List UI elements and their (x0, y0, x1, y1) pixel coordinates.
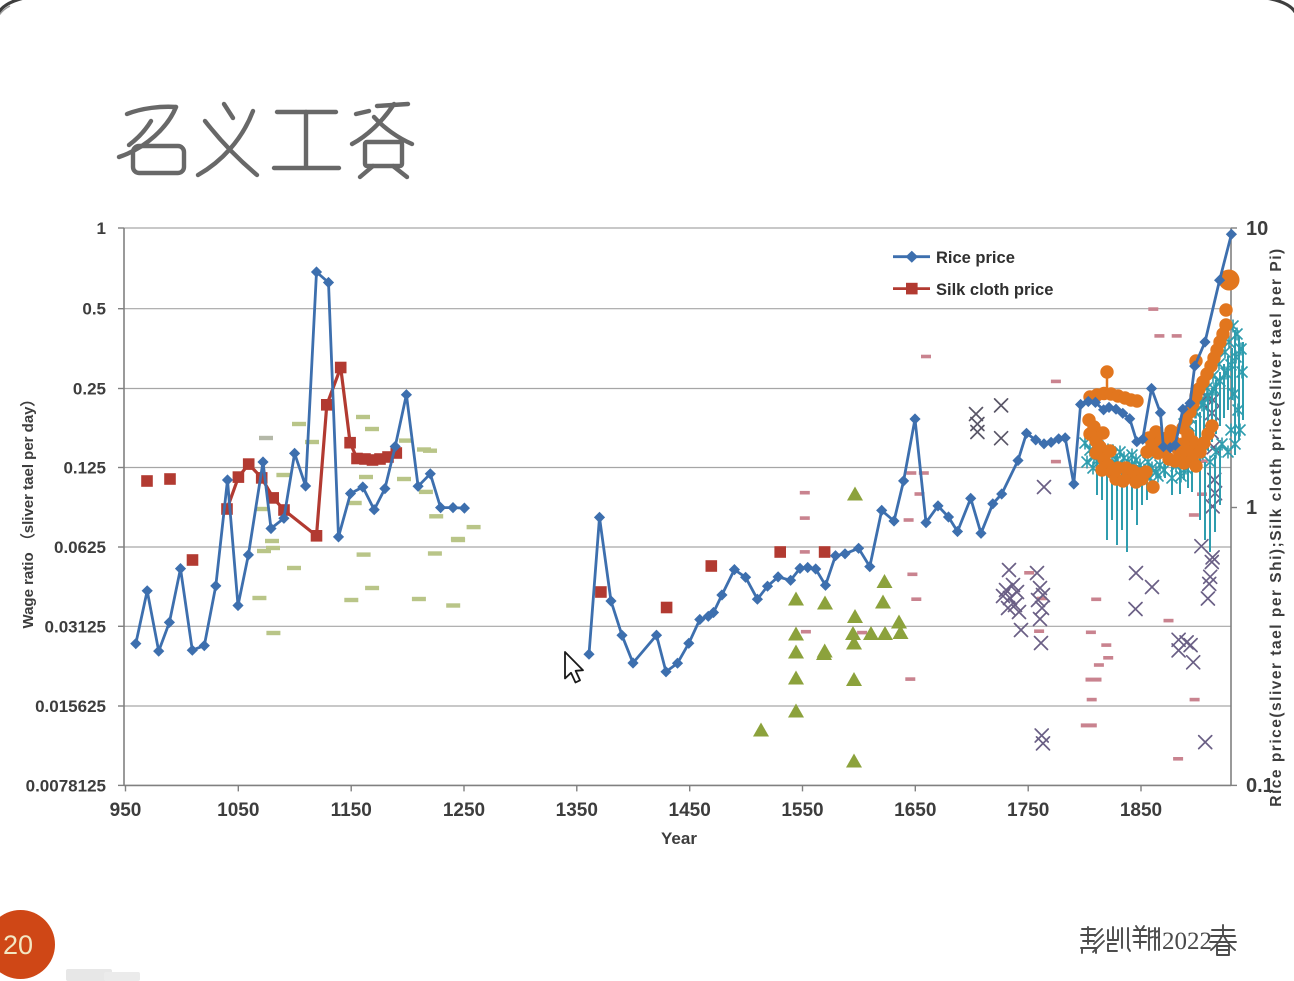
svg-text:0.1: 0.1 (1246, 775, 1274, 797)
svg-text:2022: 2022 (1162, 928, 1212, 955)
svg-text:1650: 1650 (894, 800, 936, 821)
svg-text:Wage ratio （sliver tael per da: Wage ratio （sliver tael per day） (19, 391, 37, 628)
svg-text:0.015625: 0.015625 (35, 697, 106, 716)
svg-text:0.25: 0.25 (73, 380, 106, 399)
svg-text:1850: 1850 (1120, 800, 1162, 821)
svg-text:10: 10 (1246, 218, 1268, 240)
svg-text:0.0625: 0.0625 (54, 538, 106, 557)
svg-text:0.125: 0.125 (63, 459, 106, 478)
svg-text:0.0078125: 0.0078125 (26, 776, 106, 795)
svg-text:1450: 1450 (669, 800, 711, 821)
svg-text:1: 1 (97, 219, 106, 238)
svg-text:1250: 1250 (443, 800, 485, 821)
svg-text:950: 950 (110, 800, 142, 821)
svg-text:1750: 1750 (1007, 800, 1049, 821)
svg-text:0.5: 0.5 (82, 300, 106, 319)
svg-text:1350: 1350 (556, 800, 598, 821)
svg-text:1050: 1050 (217, 800, 259, 821)
svg-text:1150: 1150 (331, 800, 372, 821)
svg-text:Rice price(sliver tael per Shi: Rice price(sliver tael per Shi);Silk clo… (1268, 247, 1285, 806)
svg-text:1550: 1550 (781, 800, 823, 821)
svg-text:Rice price: Rice price (936, 249, 1015, 267)
svg-text:1: 1 (1246, 497, 1257, 519)
svg-text:0.03125: 0.03125 (45, 617, 106, 636)
svg-text:Silk cloth price: Silk cloth price (936, 281, 1053, 299)
svg-text:Year: Year (661, 829, 697, 848)
svg-text:20: 20 (3, 930, 33, 960)
